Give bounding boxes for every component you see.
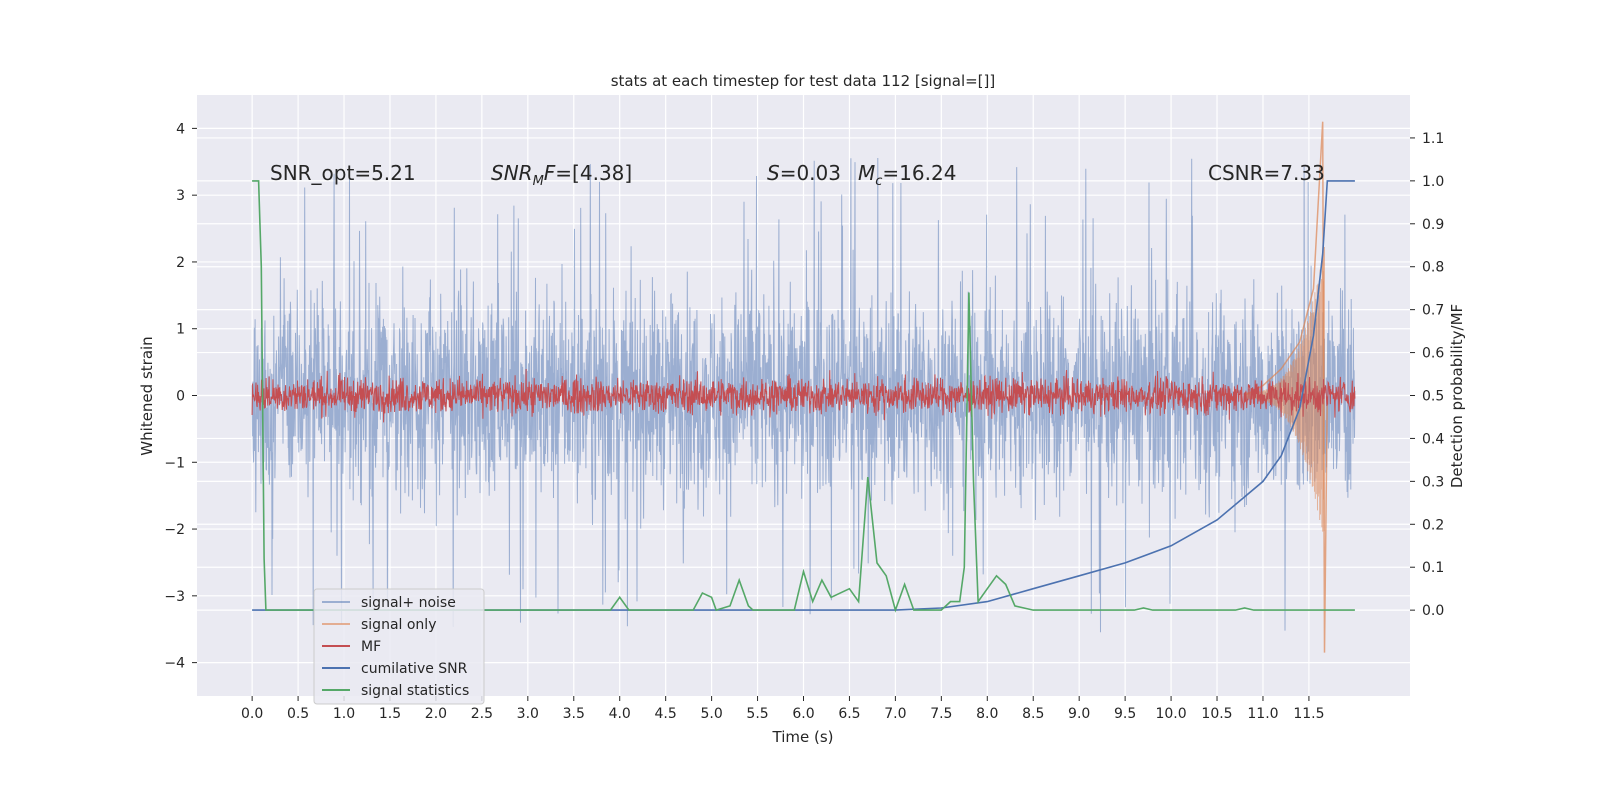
annotation-s: S=0.03 xyxy=(767,161,841,185)
y-tick-label-right: 1.1 xyxy=(1422,131,1444,147)
x-tick-label: 3.5 xyxy=(563,706,585,722)
legend-label-signal-statistics: signal statistics xyxy=(361,683,469,699)
legend: signal+ noise signal only MF cumilative … xyxy=(313,588,485,705)
mc-value: =16.24 xyxy=(882,161,956,185)
y-tick-label-right: 1.0 xyxy=(1422,174,1444,190)
x-tick-label: 6.5 xyxy=(838,706,860,722)
x-tick-label: 3.0 xyxy=(517,706,539,722)
series-signal-statistics xyxy=(252,180,1355,613)
snr-mf-value: =[4.38] xyxy=(555,161,632,185)
x-tick-label: 5.0 xyxy=(700,706,722,722)
x-tick-label: 9.0 xyxy=(1068,706,1090,722)
x-tick-label: 7.5 xyxy=(930,706,952,722)
x-tick-label: 1.5 xyxy=(379,706,401,722)
x-tick-label: 6.0 xyxy=(792,706,814,722)
x-tick-label: 4.5 xyxy=(655,706,677,722)
y-tick-label-left: −2 xyxy=(164,522,185,538)
y-tick-label-right: 0.9 xyxy=(1422,217,1444,233)
x-tick-label: 10.5 xyxy=(1201,706,1232,722)
series-signal-noise xyxy=(251,157,1356,633)
x-tick-label: 4.0 xyxy=(609,706,631,722)
y-axis-right: 1.1 1.0 0.9 0.8 0.7 0.6 0.5 0.4 0.3 0.2 0.1 0.0 xyxy=(1410,131,1444,619)
x-tick-label: 0.5 xyxy=(287,706,309,722)
x-tick-label: 0.0 xyxy=(241,706,263,722)
y-tick-label-left: 0 xyxy=(176,389,185,405)
x-tick-label: 9.5 xyxy=(1114,706,1136,722)
legend-label-signal-only: signal only xyxy=(361,617,436,633)
x-tick-label: 2.0 xyxy=(425,706,447,722)
series-cumulative-snr xyxy=(252,180,1355,611)
series-signal-only-peak xyxy=(1244,121,1329,653)
annotation-mc: Mc=16.24 xyxy=(858,161,956,189)
x-tick-label: 7.0 xyxy=(884,706,906,722)
x-axis: 0.0 0.5 1.0 1.5 2.0 2.5 3.0 3.5 4.0 4.5 5.0 5.5 6.0 6… xyxy=(241,696,1325,722)
x-tick-label: 1.0 xyxy=(333,706,355,722)
chart-title: stats at each timestep for test data 112… xyxy=(611,72,996,90)
x-tick-label: 10.0 xyxy=(1155,706,1186,722)
x-tick-label: 8.0 xyxy=(976,706,998,722)
x-tick-label: 5.5 xyxy=(746,706,768,722)
legend-label-mf: MF xyxy=(361,639,381,655)
y-tick-label-right: 0.7 xyxy=(1422,303,1444,319)
y-tick-label-left: 1 xyxy=(176,322,185,338)
y-tick-label-left: −4 xyxy=(164,656,185,672)
y-tick-label-right: 0.4 xyxy=(1422,431,1444,447)
mc-subscript: c xyxy=(875,174,882,189)
s-symbol: S xyxy=(767,161,780,185)
snr-mf-symbol: SNR xyxy=(491,161,533,185)
y-tick-label-left: 3 xyxy=(176,188,185,204)
mc-symbol: M xyxy=(858,161,875,185)
series-layer xyxy=(251,121,1356,653)
y-axis-label-left: Whitened strain xyxy=(138,336,156,455)
annotation-snr-mf: SNRMF=[4.38] xyxy=(491,161,632,189)
annotation-csnr: CSNR=7.33 xyxy=(1208,161,1325,185)
y-tick-label-left: 2 xyxy=(176,255,185,271)
snr-mf-subscript: M xyxy=(533,174,544,189)
y-tick-label-right: 0.1 xyxy=(1422,560,1444,576)
y-tick-label-left: −3 xyxy=(164,589,185,605)
snr-mf-symbol-2: F xyxy=(544,161,556,185)
annotations: SNR_opt=5.21 SNRMF=[4.38] S=0.03 Mc=16.2… xyxy=(270,161,1325,189)
y-axis-label-right: Detection probability/MF xyxy=(1448,304,1466,488)
series-mf xyxy=(251,368,1356,423)
x-tick-label: 11.5 xyxy=(1293,706,1324,722)
x-tick-label: 8.5 xyxy=(1022,706,1044,722)
x-tick-label: 2.5 xyxy=(471,706,493,722)
legend-label-cumulative-snr: cumilative SNR xyxy=(361,661,468,677)
y-tick-label-right: 0.0 xyxy=(1422,603,1444,619)
y-tick-label-right: 0.6 xyxy=(1422,346,1444,362)
x-axis-label: Time (s) xyxy=(772,728,834,746)
x-tick-label: 11.0 xyxy=(1247,706,1278,722)
y-tick-label-right: 0.3 xyxy=(1422,474,1444,490)
y-tick-label-right: 0.8 xyxy=(1422,260,1444,276)
legend-box xyxy=(313,588,485,705)
y-axis-left: 4 3 2 1 0 −1 −2 −3 −4 xyxy=(164,121,197,672)
annotation-snr-opt: SNR_opt=5.21 xyxy=(270,161,416,185)
y-tick-label-right: 0.2 xyxy=(1422,517,1444,533)
y-tick-label-right: 0.5 xyxy=(1422,389,1444,405)
y-tick-label-left: 4 xyxy=(176,121,185,137)
y-tick-label-left: −1 xyxy=(164,455,185,471)
s-value: =0.03 xyxy=(780,161,841,185)
legend-label-signal-noise: signal+ noise xyxy=(361,595,456,611)
